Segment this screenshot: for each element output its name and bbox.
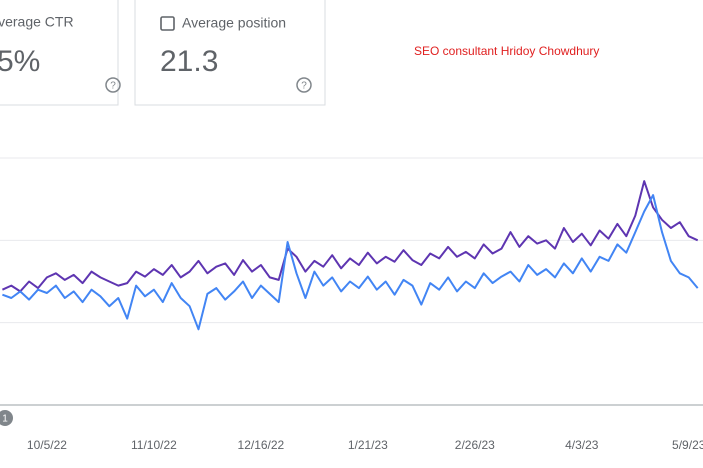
card-value: 5% — [0, 45, 40, 78]
x-tick-label: 4/3/23 — [565, 438, 599, 452]
x-tick-label: 5/9/23 — [672, 438, 703, 452]
checkbox[interactable] — [160, 16, 175, 31]
series-line — [2, 194, 699, 331]
help-icon-glyph: ? — [110, 81, 116, 92]
watermark: SEO consultant Hridoy Chowdhury — [414, 44, 599, 58]
annotation-marker — [0, 410, 13, 426]
card-label: Average CTR — [0, 14, 74, 30]
card-value: 21.3 — [160, 45, 218, 78]
help-icon[interactable] — [296, 77, 312, 93]
cards: Average CTR 5% ? Average position 21.3 ? — [0, 0, 326, 106]
help-icon-glyph: ? — [301, 81, 307, 92]
chart: 10/5/22 11/10/22 12/16/22 1/21/23 2/26/23 4/3… — [0, 157, 703, 452]
x-tick-label: 12/16/22 — [238, 438, 285, 452]
x-tick-label: 1/21/23 — [348, 438, 388, 452]
x-tick-label: 2/26/23 — [455, 438, 495, 452]
annotation-label: 1 — [2, 414, 8, 425]
x-tick-label: 11/10/22 — [131, 438, 177, 452]
card-label: Average position — [182, 15, 286, 31]
card[interactable] — [0, 0, 119, 106]
series-line — [1, 180, 699, 293]
x-tick-label: 10/5/22 — [27, 438, 67, 452]
help-icon[interactable] — [105, 77, 121, 93]
